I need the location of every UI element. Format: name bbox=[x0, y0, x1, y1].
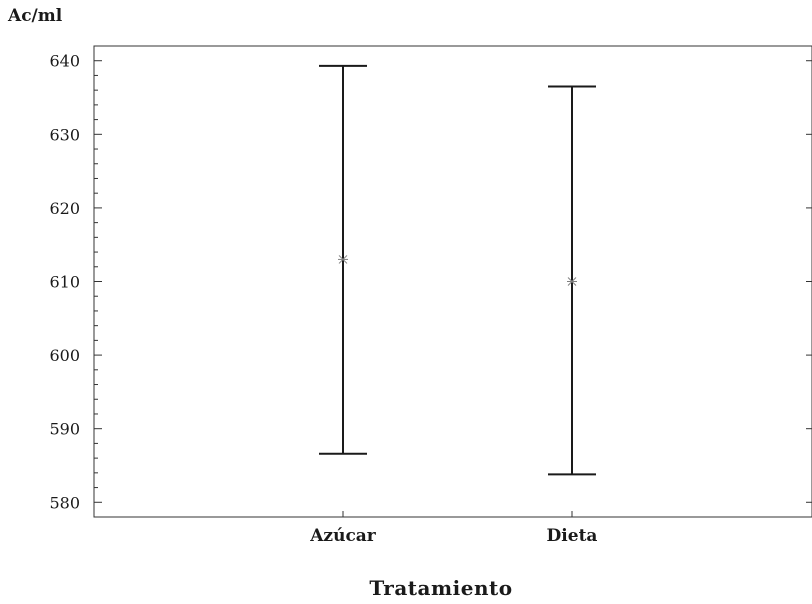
y-tick-label: 580 bbox=[49, 493, 80, 512]
y-axis: 580 590 600 610 620 630 640 bbox=[49, 45, 812, 518]
x-category-label: Dieta bbox=[547, 526, 598, 546]
y-tick-label: 600 bbox=[49, 346, 80, 365]
mean-marker bbox=[567, 277, 577, 286]
y-tick-label: 630 bbox=[49, 125, 80, 144]
plot-frame bbox=[93, 45, 812, 518]
mean-marker bbox=[338, 255, 348, 264]
x-axis: Azúcar Dieta bbox=[309, 511, 597, 546]
y-tick-label: 610 bbox=[49, 273, 80, 292]
y-axis-title: Ac/ml bbox=[7, 6, 63, 26]
x-category-label: Azúcar bbox=[309, 526, 377, 546]
y-tick-label: 620 bbox=[49, 199, 80, 218]
y-tick-label: 590 bbox=[49, 420, 80, 439]
y-tick-label: 640 bbox=[49, 52, 80, 71]
error-bars bbox=[319, 64, 596, 476]
x-axis-title: Tratamiento bbox=[369, 576, 512, 600]
